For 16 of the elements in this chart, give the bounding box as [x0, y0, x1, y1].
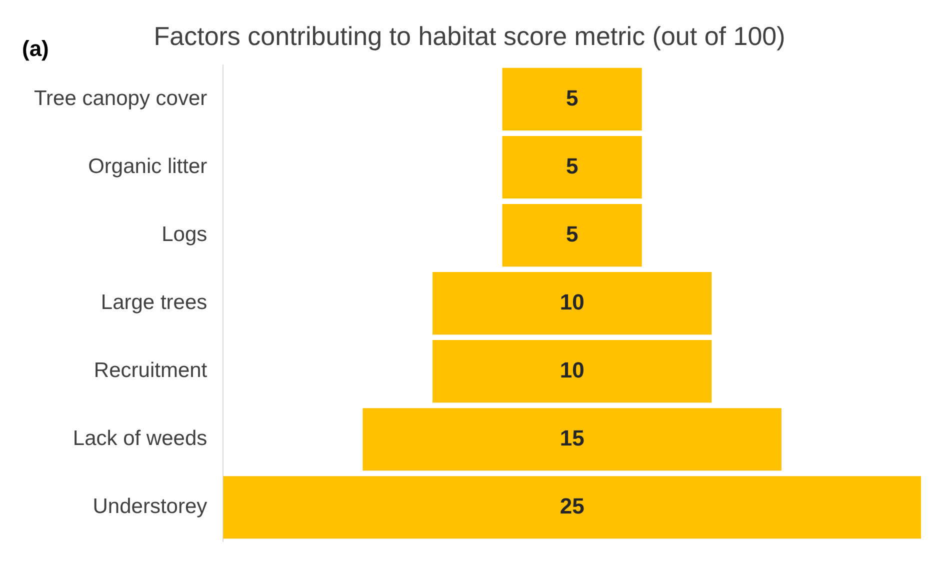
data-label: 5: [566, 153, 578, 178]
category-label: Logs: [162, 223, 208, 246]
category-label: Large trees: [100, 291, 208, 314]
data-label: 5: [566, 221, 578, 246]
data-label: 25: [560, 493, 584, 518]
data-label: 15: [560, 425, 584, 450]
category-label: Tree canopy cover: [34, 87, 208, 110]
category-label: Understorey: [92, 495, 208, 518]
data-label: 5: [566, 85, 578, 110]
category-label: Organic litter: [88, 155, 208, 178]
data-label: 10: [560, 289, 584, 314]
category-label: Recruitment: [94, 359, 208, 382]
text: (a): [22, 36, 49, 62]
category-label: Lack of weeds: [72, 427, 208, 450]
text: Factors contributing to habitat score metric (out of 100): [154, 20, 786, 51]
data-label: 10: [560, 357, 584, 382]
